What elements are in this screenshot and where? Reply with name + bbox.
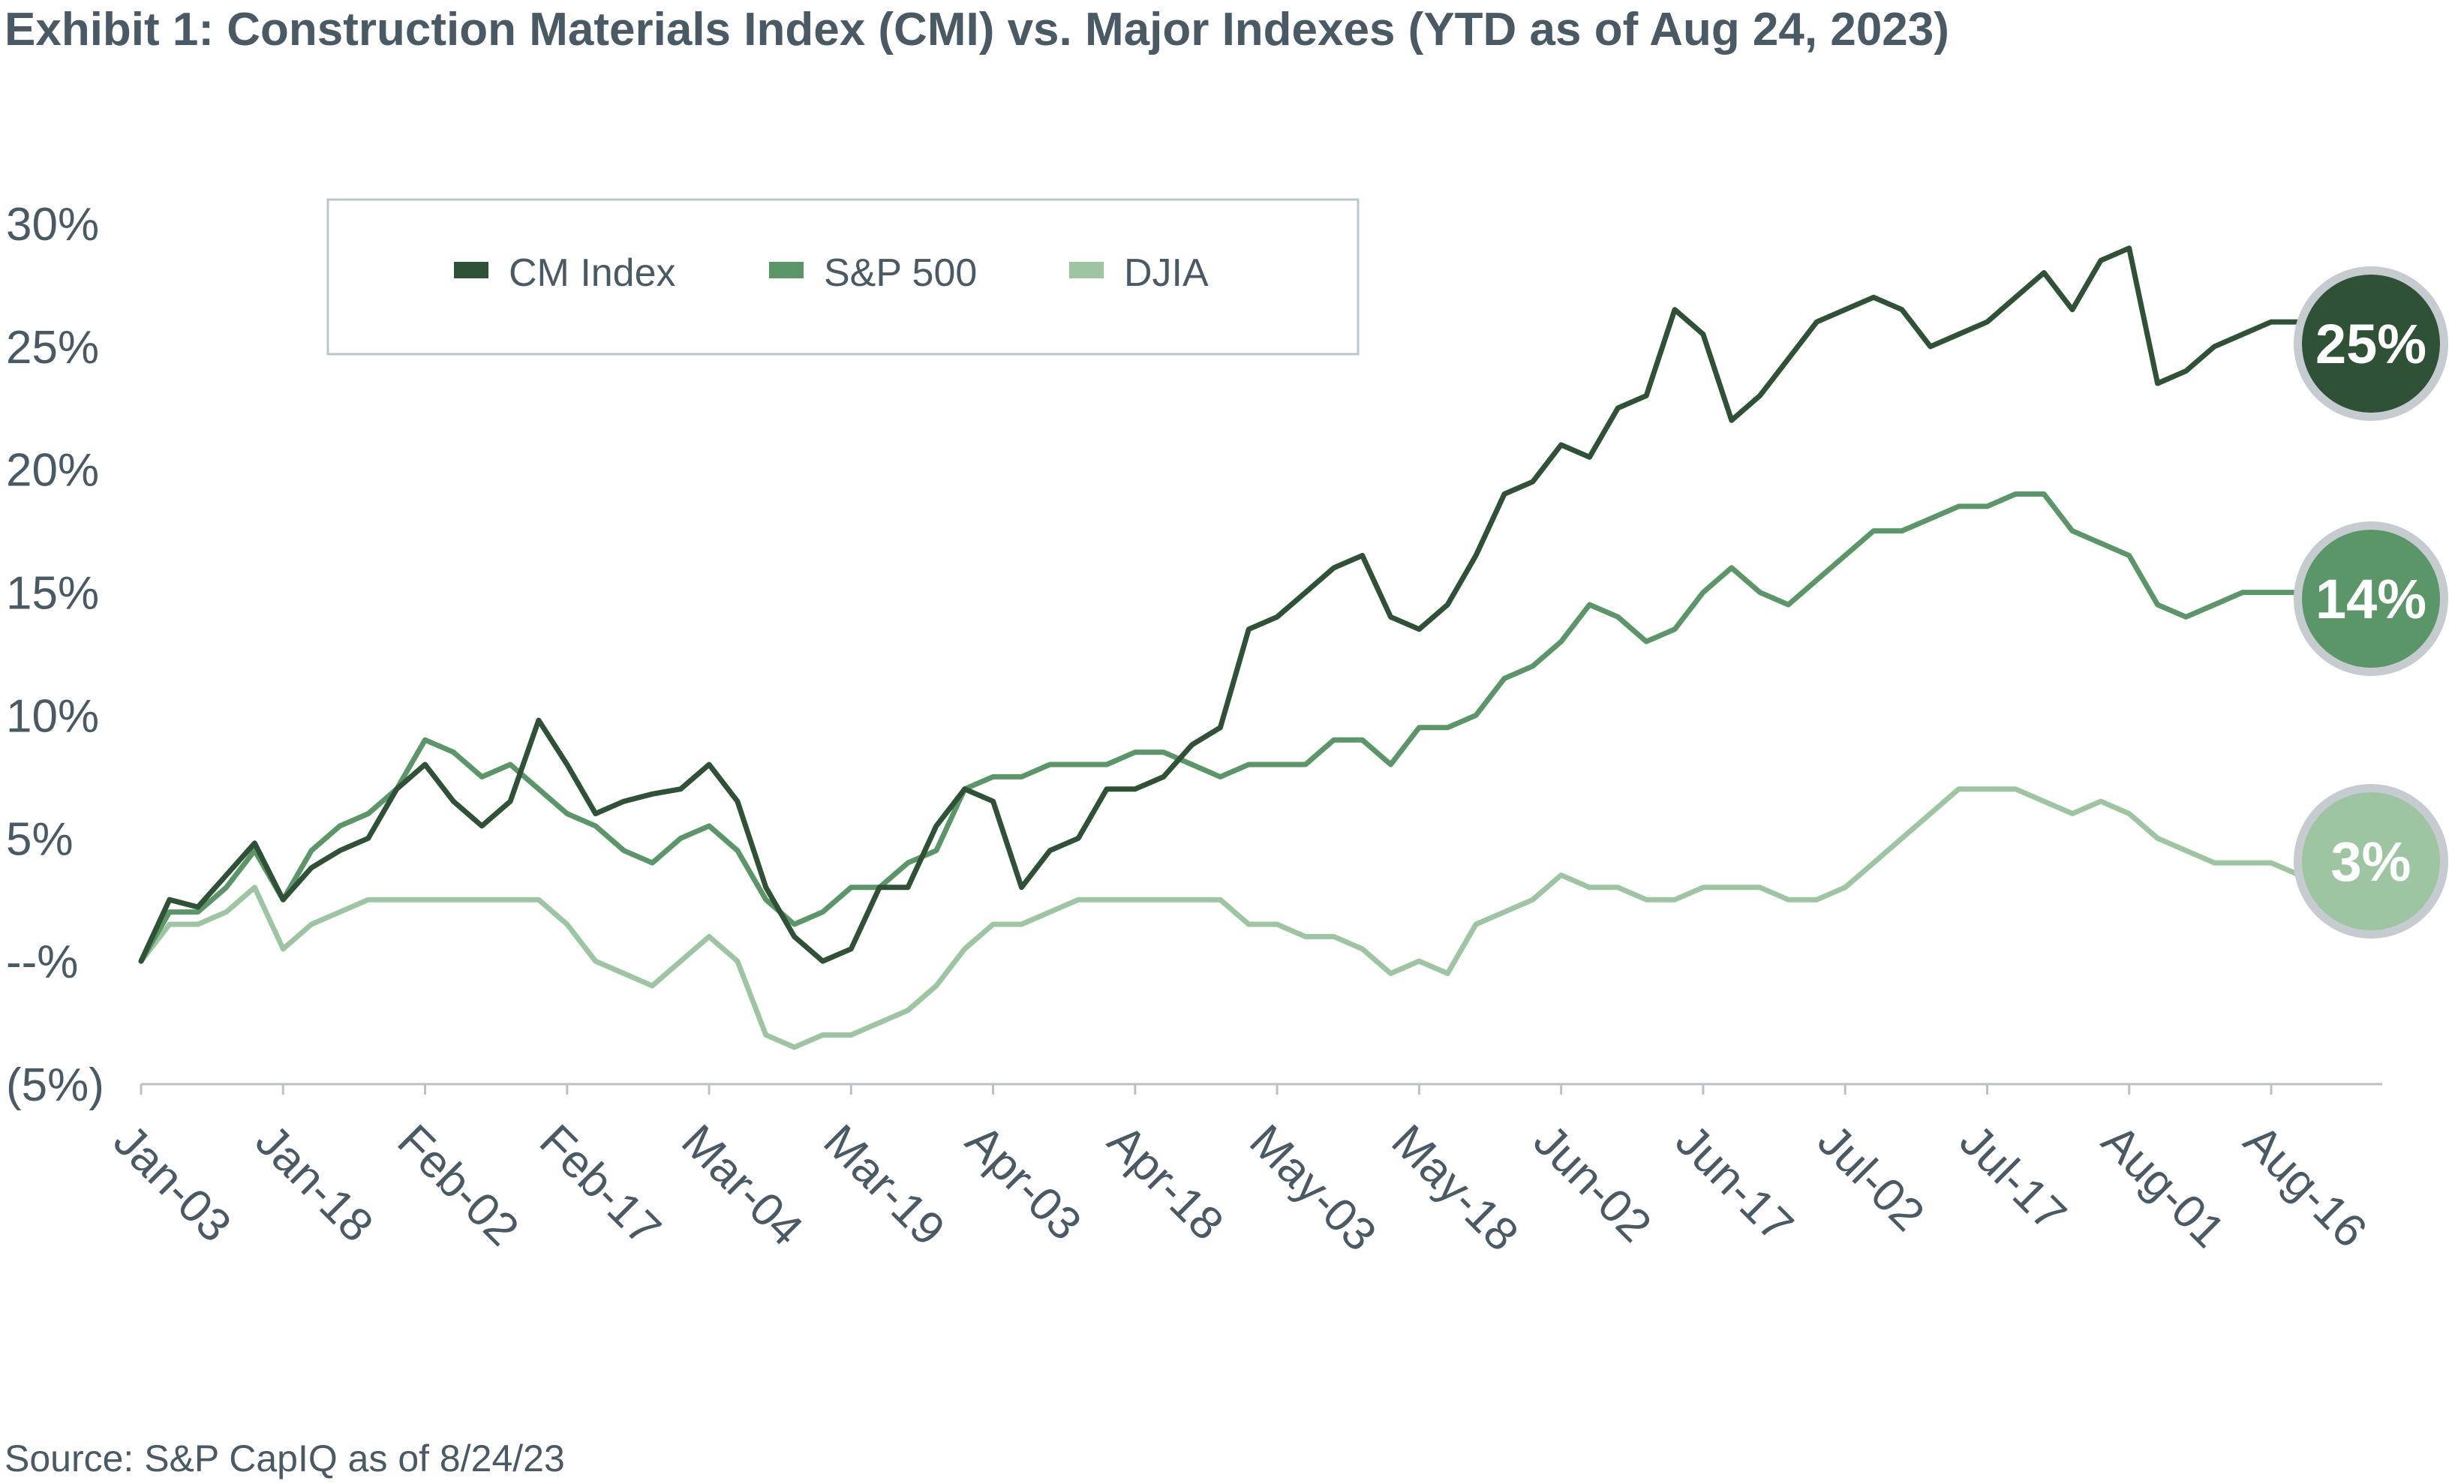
badge-djia bbox=[2302, 792, 2440, 930]
y-tick-label: 15% bbox=[6, 568, 99, 620]
x-tick-label: May-18 bbox=[1382, 1115, 1528, 1261]
legend-box bbox=[326, 198, 1360, 356]
y-tick-label: (5%) bbox=[6, 1059, 104, 1111]
x-tick-label: Feb-17 bbox=[530, 1115, 671, 1256]
x-tick-label: Jan-18 bbox=[245, 1115, 383, 1252]
series-line-cm-index bbox=[138, 245, 2350, 964]
legend: CM Index S&P 500 DJIA bbox=[326, 198, 1360, 356]
x-tick-label: Jul-02 bbox=[1807, 1115, 1934, 1241]
x-tick-label: May-03 bbox=[1240, 1115, 1386, 1261]
y-tick-label: 10% bbox=[6, 690, 99, 742]
y-tick-label: 25% bbox=[6, 322, 99, 374]
x-tick-label: Jul-17 bbox=[1950, 1115, 2076, 1241]
badge-cm-index bbox=[2302, 275, 2440, 413]
y-tick-label: 20% bbox=[6, 445, 99, 497]
x-tick-label: Jun-02 bbox=[1524, 1115, 1661, 1252]
badge-s-p-500 bbox=[2302, 530, 2440, 668]
x-tick-label: Jan-03 bbox=[104, 1115, 241, 1252]
x-tick-label: Feb-02 bbox=[388, 1115, 529, 1256]
x-tick-label: Mar-04 bbox=[672, 1115, 813, 1256]
badge-label-djia: 3% bbox=[2331, 831, 2411, 893]
x-tick-label: Apr-03 bbox=[956, 1115, 1091, 1250]
series-line-djia bbox=[138, 786, 2350, 1050]
legend-swatch-cm-index bbox=[454, 262, 488, 278]
end-label-badges: 25% 14% 3% bbox=[2294, 266, 2448, 939]
y-tick-label: 30% bbox=[6, 199, 99, 251]
x-tick-label: Aug-01 bbox=[2092, 1115, 2234, 1257]
legend-label-cm-index: CM Index bbox=[509, 251, 676, 295]
x-tick-label: Aug-16 bbox=[2234, 1115, 2376, 1257]
y-tick-label: 5% bbox=[6, 813, 74, 865]
x-tick-label: Jun-17 bbox=[1666, 1115, 1803, 1252]
legend-label-djia: DJIA bbox=[1124, 251, 1209, 295]
legend-swatch-djia bbox=[1069, 262, 1104, 278]
source-note: Source: S&P CapIQ as of 8/24/23 bbox=[5, 1437, 565, 1479]
series-line-s-p-500 bbox=[138, 491, 2350, 964]
badge-label-s-p-500: 14% bbox=[2315, 568, 2426, 630]
legend-swatch-s-p-500 bbox=[769, 262, 804, 278]
x-tick-label: Mar-19 bbox=[813, 1115, 954, 1256]
chart-title: Exhibit 1: Construction Materials Index … bbox=[5, 4, 1949, 56]
x-tick-label: Apr-18 bbox=[1098, 1115, 1233, 1250]
badge-label-cm-index: 25% bbox=[2315, 313, 2426, 375]
y-tick-label: --% bbox=[6, 936, 78, 988]
legend-label-s-p-500: S&P 500 bbox=[824, 251, 977, 295]
axis-layer: Jan-03 Jan-18 Feb-02 Feb-17 Mar-04 Mar-19 Apr-… bbox=[6, 199, 2382, 1261]
series-layer bbox=[138, 245, 2350, 1050]
